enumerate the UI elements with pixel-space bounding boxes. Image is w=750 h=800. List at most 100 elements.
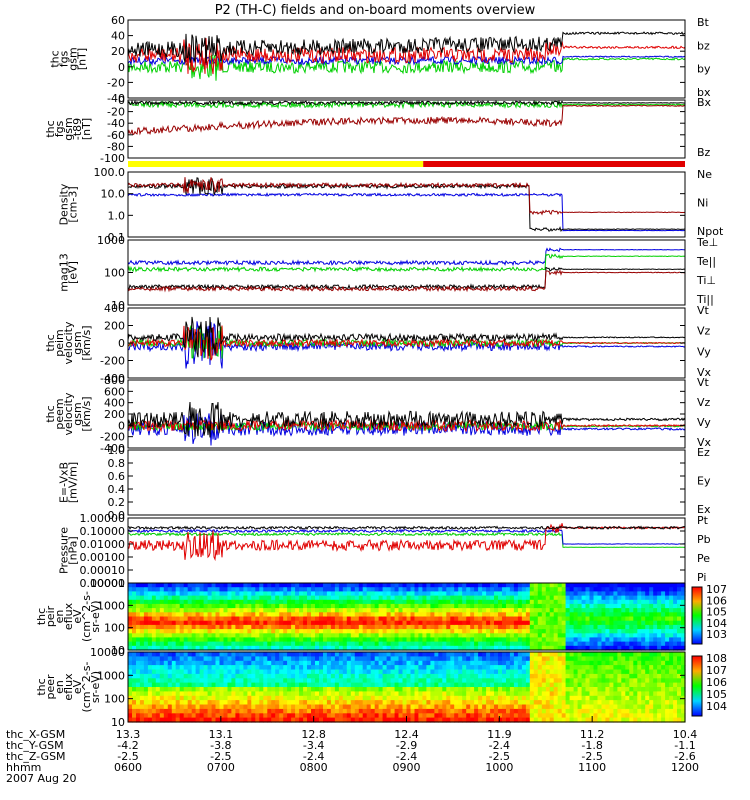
spectrogram-cell: [315, 660, 320, 666]
spectrogram-cell: [677, 637, 682, 643]
spectrogram-cell: [649, 682, 654, 688]
spectrogram-cell: [661, 656, 666, 662]
spectrogram-cell: [295, 616, 300, 622]
spectrogram-cell: [454, 678, 459, 684]
spectrogram-cell: [279, 669, 284, 675]
spectrogram-cell: [541, 608, 547, 613]
spectrogram-cell: [215, 652, 221, 657]
spectrogram-cell: [330, 682, 336, 688]
spectrogram-cell: [573, 713, 579, 719]
spectrogram-cell: [155, 652, 161, 657]
spectrogram-cell: [513, 633, 519, 639]
spectrogram-cell: [502, 708, 507, 714]
spectrogram-cell: [669, 595, 674, 601]
spectrogram-cell: [494, 704, 499, 710]
spectrogram-cell: [362, 612, 368, 618]
spectrogram-cell: [438, 616, 443, 622]
spectrogram-cell: [307, 624, 312, 630]
series-line-Bz: [127, 104, 686, 136]
spectrogram-cell: [474, 624, 479, 630]
spectrogram-cell: [319, 682, 324, 688]
spectrogram-cell: [581, 591, 587, 597]
spectrogram-cell: [171, 673, 177, 679]
spectrogram-cell: [167, 687, 173, 692]
spectrogram-cell: [354, 591, 360, 597]
spectrogram-cell: [334, 595, 340, 601]
spectrogram-cell: [577, 682, 583, 688]
spectrogram-cell: [243, 629, 248, 634]
spectrogram-cell: [267, 633, 272, 639]
spectrogram-cell: [255, 656, 260, 662]
spectrogram-cell: [669, 704, 674, 710]
spectrogram-cell: [132, 633, 137, 639]
spectrogram-cell: [681, 673, 686, 679]
spectrogram-cell: [657, 591, 662, 597]
spectrogram-cell: [525, 620, 531, 626]
spectrogram-cell: [494, 660, 499, 666]
spectrogram-cell: [183, 660, 189, 666]
spectrogram-cell: [271, 704, 276, 710]
spectrogram-cell: [597, 620, 603, 626]
spectrogram-cell: [637, 678, 642, 684]
spectrogram-cell: [283, 620, 288, 626]
spectrogram-cell: [330, 624, 336, 630]
spectrogram-cell: [136, 587, 141, 592]
spectrogram-cell: [673, 700, 678, 706]
spectrogram-cell: [601, 678, 607, 684]
spectrogram-cell: [521, 695, 527, 701]
spectrogram-cell: [330, 591, 336, 597]
spectrogram-cell: [533, 612, 539, 618]
spectrogram-cell: [398, 591, 404, 597]
spectrogram-cell: [319, 645, 324, 651]
spectrogram-cell: [545, 691, 551, 697]
spectrogram-cell: [422, 645, 427, 651]
spectrogram-cell: [521, 583, 527, 588]
spectrogram-cell: [565, 656, 571, 662]
spectrogram-cell: [653, 691, 658, 697]
spectrogram-cell: [239, 616, 244, 622]
spectrogram-cell: [438, 633, 443, 639]
spectrogram-cell: [629, 665, 634, 671]
spectrogram-cell: [203, 608, 209, 613]
spectrogram-cell: [271, 624, 276, 630]
spectrogram-cell: [585, 645, 591, 651]
spectrogram-cell: [490, 687, 495, 692]
spectrogram-cell: [537, 660, 543, 666]
spectrogram-cell: [136, 687, 141, 692]
spectrogram-cell: [414, 673, 420, 679]
spectrogram-cell: [430, 713, 435, 719]
spectrogram-cell: [398, 616, 404, 622]
spectrogram-cell: [549, 645, 555, 651]
spectrogram-cell: [159, 708, 165, 714]
spectrogram-cell: [215, 687, 221, 692]
spectrogram-cell: [657, 587, 662, 592]
spectrogram-cell: [657, 669, 662, 675]
spectrogram-cell: [239, 595, 244, 601]
xaxis-value: -3.8: [210, 739, 231, 752]
spectrogram-cell: [390, 691, 396, 697]
spectrogram-cell: [577, 700, 583, 706]
spectrogram-cell: [673, 599, 678, 605]
spectrogram-cell: [541, 708, 547, 714]
spectrogram-cell: [533, 691, 539, 697]
spectrogram-cell: [438, 608, 443, 613]
spectrogram-cell: [319, 665, 324, 671]
spectrogram-cell: [362, 713, 368, 719]
spectrogram-cell: [354, 665, 360, 671]
spectrogram-cell: [354, 599, 360, 605]
spectrogram-cell: [625, 708, 630, 714]
spectrogram-cell: [645, 633, 650, 639]
spectrogram-cell: [406, 620, 412, 626]
spectrogram-cell: [215, 708, 221, 714]
spectrogram-cell: [474, 587, 479, 592]
spectrogram-cell: [609, 645, 614, 651]
spectrogram-cell: [410, 682, 416, 688]
spectrogram-cell: [378, 713, 384, 719]
spectrogram-cell: [661, 713, 666, 719]
spectrogram-cell: [458, 660, 463, 666]
spectrogram-cell: [203, 603, 209, 609]
spectrogram-cell: [629, 633, 634, 639]
spectrogram-cell: [139, 717, 145, 723]
spectrogram-cell: [669, 620, 674, 626]
